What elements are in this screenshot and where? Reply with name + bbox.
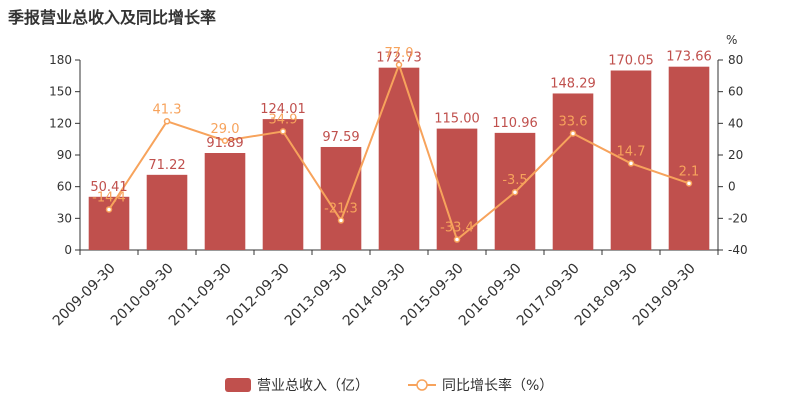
y-left-tick-label: 150 — [49, 85, 72, 99]
legend-bar-label: 营业总收入（亿） — [257, 378, 369, 394]
legend-bar-swatch — [225, 378, 251, 392]
line-data-label: 33.6 — [559, 114, 588, 129]
bar-data-label: 97.59 — [322, 130, 359, 145]
x-tick-label: 2019-09-30 — [630, 260, 699, 329]
line-point — [453, 236, 461, 243]
y-left-tick-label: 180 — [49, 53, 72, 67]
bar — [88, 196, 130, 250]
line-point — [685, 180, 693, 187]
bar — [146, 174, 188, 250]
legend-line-marker — [416, 379, 428, 391]
bar-data-label: 172.73 — [376, 51, 422, 66]
bar-data-label: 91.89 — [206, 136, 243, 151]
chart-title: 季报营业总收入及同比增长率 — [8, 8, 217, 27]
line-data-label: 34.9 — [269, 112, 298, 127]
line-point — [221, 137, 229, 144]
bar — [262, 119, 304, 250]
line-data-label: 41.3 — [153, 102, 182, 117]
y-right-tick-label: 40 — [728, 116, 743, 130]
y-left-tick-label: 120 — [49, 116, 72, 130]
y-right-tick-label: 60 — [728, 85, 743, 99]
bar-data-label: 50.41 — [90, 180, 127, 195]
y-right-unit: % — [726, 33, 737, 47]
line-data-label: -21.3 — [324, 201, 358, 216]
line-point — [163, 118, 171, 125]
bar-data-label: 71.22 — [148, 158, 185, 173]
y-right-tick-label: 20 — [728, 148, 743, 162]
bar-data-label: 124.01 — [260, 102, 306, 117]
bar-data-label: 115.00 — [434, 112, 480, 127]
legend-line-label: 同比增长率（%） — [442, 377, 553, 394]
bar-data-label: 170.05 — [608, 54, 654, 69]
line-data-label: 77.0 — [385, 46, 414, 61]
y-left-tick-label: 30 — [57, 211, 72, 225]
line-data-label: 14.7 — [617, 144, 646, 159]
bar-data-label: 110.96 — [492, 116, 538, 131]
line-data-label: 2.1 — [679, 164, 700, 179]
line-data-label: -3.5 — [502, 173, 527, 188]
line-data-label: -14.4 — [92, 190, 126, 205]
line-point — [569, 130, 577, 137]
bar — [668, 66, 710, 250]
line-point — [105, 206, 113, 213]
line-point — [511, 188, 519, 196]
line-data-label: 29.0 — [211, 122, 240, 137]
y-left-tick-label: 90 — [57, 148, 72, 162]
line-point — [279, 128, 287, 135]
line-point — [627, 160, 635, 167]
y-left-tick-label: 0 — [64, 243, 72, 257]
line-point — [337, 217, 345, 224]
y-right-tick-label: 80 — [728, 53, 743, 67]
bar-data-label: 173.66 — [666, 50, 712, 65]
y-right-tick-label: 0 — [728, 180, 736, 194]
bar — [552, 93, 594, 250]
bar-data-label: 148.29 — [550, 76, 596, 91]
y-left-tick-label: 60 — [57, 180, 72, 194]
y-right-tick-label: -20 — [728, 211, 748, 225]
y-right-tick-label: -40 — [728, 243, 748, 257]
bar — [378, 67, 420, 250]
bar — [204, 153, 246, 250]
line-data-label: -33.4 — [440, 221, 474, 236]
line-point — [395, 61, 403, 68]
